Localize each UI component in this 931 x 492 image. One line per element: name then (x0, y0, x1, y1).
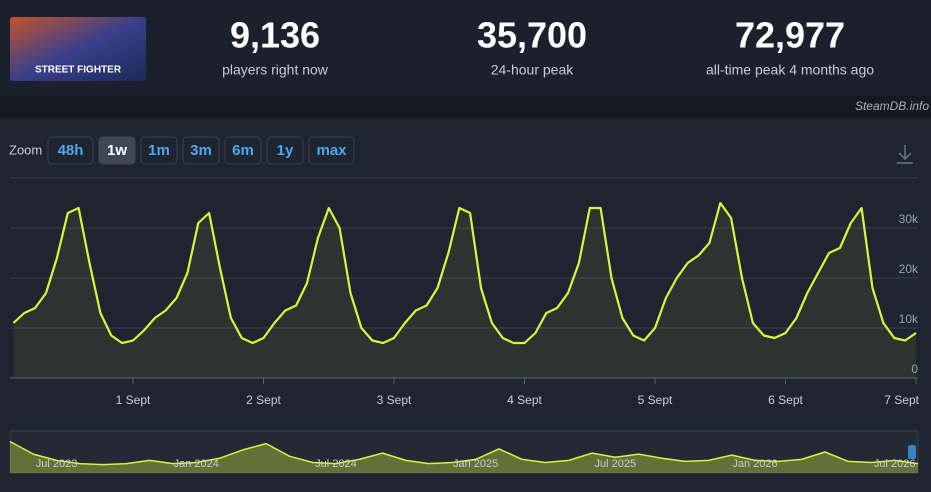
area (10, 441, 918, 473)
download-icon[interactable] (897, 145, 913, 164)
zoom-button-label[interactable]: 1y (277, 142, 294, 159)
zoom-button[interactable] (308, 136, 355, 165)
zoom-label: Zoom (9, 142, 42, 157)
navigator-label: Jan 2025 (453, 458, 498, 470)
zoom-button-label[interactable]: 6m (232, 142, 254, 159)
line (9, 440, 919, 466)
x-tick-label: 4 Sept (507, 393, 542, 407)
x-tick-label: 3 Sept (377, 393, 412, 407)
chart-panel (0, 118, 931, 492)
zoom-button[interactable] (266, 136, 304, 165)
line (12, 201, 917, 345)
zoom-button[interactable] (98, 136, 136, 165)
y-tick-label: 0 (911, 362, 918, 376)
source-bar (0, 96, 931, 118)
stat-value: 35,700 (477, 15, 587, 56)
x-tick-label: 5 Sept (638, 393, 673, 407)
y-tick-label: 20k (899, 262, 919, 276)
navigator-label: Jan 2026 (732, 458, 777, 470)
navigator-label: Jul 2025 (595, 458, 637, 470)
stat-label: players right now (222, 62, 329, 78)
stat-label: all-time peak 4 months ago (706, 62, 874, 78)
stat-value: 9,136 (230, 15, 320, 56)
x-tick-label: 1 Sept (116, 393, 151, 407)
x-tick-label: 6 Sept (768, 393, 803, 407)
zoom-button-label[interactable]: max (316, 142, 347, 159)
stat-label: 24-hour peak (491, 62, 575, 78)
zoom-buttons: 48h 1w 1m 3m 6m 1y max (47, 136, 355, 165)
x-tick-label: 7 Sept (884, 393, 919, 407)
game-image (10, 17, 146, 81)
stat-value: 72,977 (735, 15, 845, 56)
navigator-label: Jan 2024 (174, 458, 219, 470)
navigator-label: Jul 2024 (315, 458, 357, 470)
zoom-button[interactable] (140, 136, 178, 165)
header-bar (0, 0, 931, 96)
navigator-label: Jul 2026 (874, 458, 916, 470)
y-tick-label: 30k (899, 212, 919, 226)
zoom-button-label[interactable]: 1w (107, 142, 127, 159)
y-tick-label: 10k (899, 312, 919, 326)
zoom-button[interactable] (47, 136, 94, 165)
zoom-button-label[interactable]: 3m (190, 142, 212, 159)
x-tick-label: 2 Sept (246, 393, 281, 407)
game-logo: STREET FIGHTER (35, 65, 122, 76)
navigator-frame (9, 430, 919, 474)
source-credit[interactable]: SteamDB.info (855, 99, 929, 113)
zoom-button[interactable] (182, 136, 220, 165)
navigator-handle[interactable] (908, 445, 916, 459)
zoom-button-label[interactable]: 48h (58, 142, 84, 159)
zoom-button[interactable] (224, 136, 262, 165)
zoom-button-label[interactable]: 1m (148, 142, 170, 159)
navigator-label: Jul 2023 (36, 458, 78, 470)
